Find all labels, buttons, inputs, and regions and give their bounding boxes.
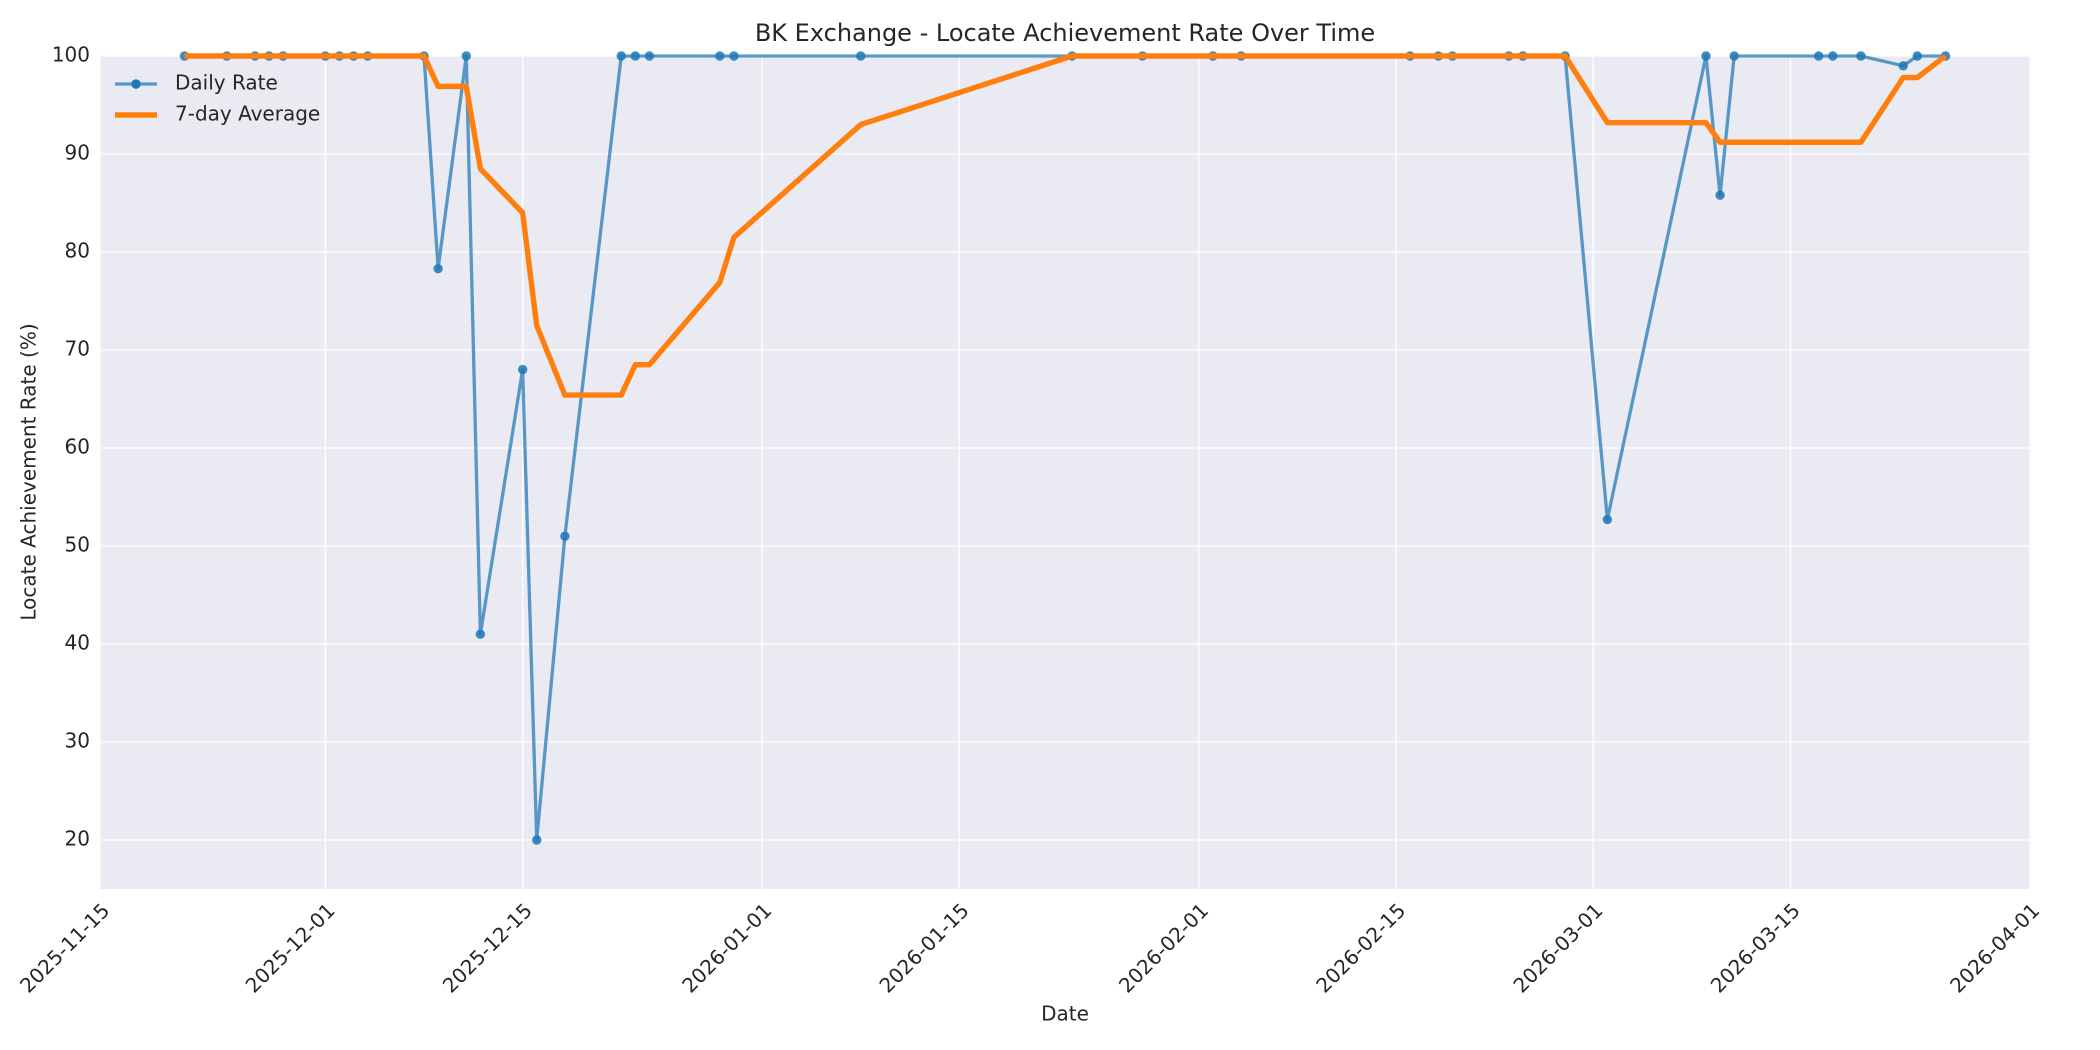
legend-label: 7-day Average — [175, 102, 320, 126]
data-point — [1912, 51, 1922, 61]
y-tick-label: 50 — [65, 533, 90, 557]
x-tick-label: 2026-03-01 — [1508, 898, 1607, 997]
series — [184, 53, 1948, 398]
data-point — [1715, 190, 1725, 200]
x-tick-label: 2025-11-15 — [15, 898, 114, 997]
data-point — [715, 51, 725, 61]
y-axis-label: Locate Achievement Rate (%) — [17, 323, 41, 620]
y-tick-label: 60 — [65, 435, 90, 459]
data-point — [1729, 51, 1739, 61]
y-tick-label: 30 — [65, 729, 90, 753]
x-tick-label: 2025-12-15 — [438, 898, 537, 997]
data-point — [856, 51, 866, 61]
data-point — [517, 364, 528, 375]
plot-background — [100, 56, 2030, 889]
data-point — [461, 51, 471, 61]
data-point — [1856, 51, 1866, 61]
y-tick-label: 70 — [65, 337, 90, 361]
y-tick-label: 80 — [65, 239, 90, 263]
data-point — [560, 531, 570, 541]
data-point — [616, 51, 626, 61]
x-tick-label: 2026-03-15 — [1706, 898, 1805, 997]
x-tick-label: 2026-01-15 — [874, 898, 973, 997]
y-tick-label: 100 — [52, 43, 90, 67]
data-point — [729, 51, 739, 61]
x-tick-label: 2026-01-01 — [677, 898, 776, 997]
data-point — [1898, 61, 1908, 71]
data-point — [532, 835, 542, 845]
x-tick-label: 2026-04-01 — [1945, 898, 2044, 997]
data-point — [1828, 51, 1838, 61]
data-point — [475, 629, 486, 639]
x-tick-label: 2026-02-01 — [1114, 898, 1213, 997]
x-tick-label: 2026-02-15 — [1311, 898, 1410, 997]
chart-title: BK Exchange - Locate Achievement Rate Ov… — [755, 19, 1375, 47]
data-point — [630, 51, 641, 61]
x-axis-label: Date — [1041, 1002, 1089, 1026]
data-point — [1701, 51, 1711, 61]
x-tick-label: 2025-12-01 — [241, 898, 340, 997]
data-point — [644, 51, 655, 61]
data-point — [433, 263, 443, 274]
y-tick-label: 40 — [65, 631, 90, 655]
legend-label: Daily Rate — [175, 71, 278, 95]
y-tick-label: 90 — [65, 141, 90, 165]
y-tick-label: 20 — [65, 827, 90, 851]
legend-marker — [131, 79, 141, 89]
data-point — [1813, 51, 1824, 61]
series-line — [184, 53, 1948, 398]
data-point — [1602, 514, 1613, 525]
